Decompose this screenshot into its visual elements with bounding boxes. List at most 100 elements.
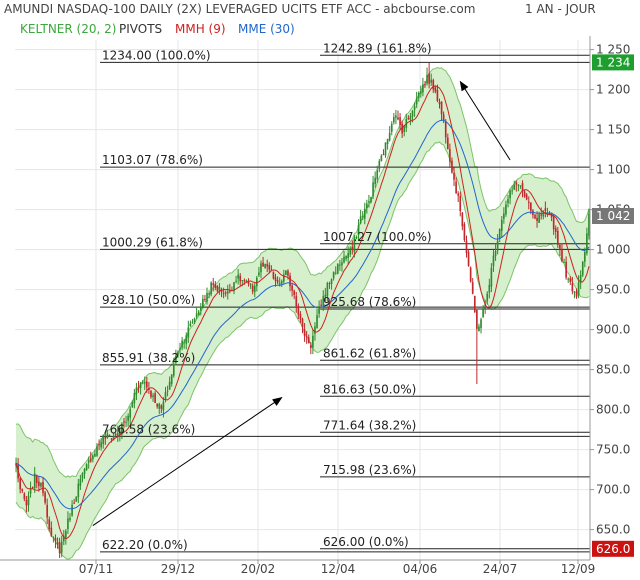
- candle-body: [239, 275, 242, 282]
- candle-body: [226, 291, 229, 294]
- candle-body: [251, 285, 254, 292]
- candle-body: [503, 213, 505, 219]
- fib-label-left: 1234.00 (100.0%): [102, 48, 211, 62]
- candle-body: [424, 84, 426, 86]
- candle-body: [241, 279, 244, 281]
- candle-body: [67, 518, 69, 530]
- moving-averages: [15, 85, 590, 540]
- candle-body: [229, 290, 231, 292]
- candle-body: [108, 435, 111, 437]
- candle-body: [305, 336, 308, 338]
- candle-body: [556, 230, 559, 245]
- candle-body: [280, 280, 283, 284]
- candle-body: [224, 292, 227, 294]
- candle-body: [471, 282, 474, 294]
- legend-keltner[interactable]: KELTNER (20, 2): [20, 22, 116, 36]
- candle-body: [476, 310, 478, 329]
- candle-body: [579, 275, 582, 284]
- low-price-badge-bg: [592, 540, 634, 557]
- trend-arrow: [92, 397, 283, 527]
- candle-body: [183, 341, 186, 343]
- keltner-band: [15, 66, 590, 561]
- trend-arrow: [459, 80, 511, 161]
- candle-body: [544, 208, 547, 211]
- candle-body: [324, 294, 327, 297]
- legend-mmh[interactable]: MMH (9): [175, 22, 226, 36]
- candle-body: [214, 284, 217, 289]
- candle-body: [143, 381, 146, 384]
- candle-body: [175, 356, 177, 363]
- candle-body: [467, 252, 470, 266]
- fib-label-right: 715.98 (23.6%): [323, 463, 416, 477]
- candle-body: [60, 541, 63, 553]
- legend: KELTNER (20, 2) PIVOTS MMH (9) MME (30): [20, 22, 295, 36]
- keltner-upper: [15, 66, 590, 478]
- candle-body: [378, 160, 381, 170]
- candle-body: [92, 455, 94, 460]
- candle-body: [417, 92, 420, 98]
- candle-body: [525, 194, 528, 200]
- y-tick-label: 950.0: [596, 283, 630, 297]
- candle-body: [316, 315, 318, 328]
- period-label: 1 AN - JOUR: [525, 2, 596, 16]
- candle-body: [158, 403, 161, 409]
- candle-body: [243, 280, 246, 282]
- legend-pivots[interactable]: PIVOTS: [119, 22, 162, 36]
- candle-body: [139, 382, 142, 389]
- candle-body: [490, 267, 493, 287]
- candle-body: [459, 195, 462, 212]
- candle-body: [69, 517, 71, 521]
- candle-body: [312, 335, 314, 348]
- candle-body: [318, 306, 320, 314]
- candle-body: [509, 190, 511, 199]
- candle-body: [507, 199, 509, 204]
- candle-body: [561, 249, 563, 262]
- candle-body: [106, 433, 109, 438]
- candle-body: [498, 229, 501, 239]
- fib-label-right: 771.64 (38.2%): [323, 418, 416, 432]
- candle-body: [478, 326, 480, 332]
- candle-body: [199, 307, 202, 311]
- candle-body: [152, 395, 154, 397]
- candle-body: [253, 285, 256, 293]
- candle-body: [212, 283, 215, 286]
- candle-body: [141, 382, 144, 384]
- keltner-fill: [16, 67, 589, 560]
- candle-body: [185, 335, 188, 344]
- candle-body: [220, 289, 223, 293]
- candle-body: [129, 408, 132, 418]
- candle-body: [168, 381, 171, 390]
- candle-body: [442, 114, 445, 121]
- fib-label-right: 816.63 (50.0%): [323, 382, 416, 396]
- candle-body: [210, 282, 212, 294]
- candle-body: [162, 401, 165, 411]
- candle-body: [517, 184, 520, 186]
- candle-body: [449, 149, 451, 162]
- candle-body: [100, 442, 102, 448]
- candle-body: [131, 402, 134, 407]
- candle-body: [110, 438, 113, 440]
- last-price-badge: 1 042: [596, 209, 630, 223]
- candle-body: [164, 392, 167, 400]
- legend-mme[interactable]: MME (30): [238, 22, 295, 36]
- candle-body: [492, 255, 495, 267]
- trend-arrows: [92, 80, 511, 527]
- candle-body: [552, 216, 555, 230]
- axes: 650.0 700.0 750.0 800.0 850.0 900.0 950.0 1 000…: [0, 36, 634, 576]
- candle-body: [463, 224, 466, 240]
- candle-body: [370, 197, 372, 203]
- candle-body: [54, 538, 57, 542]
- fib-label-right: 1242.89 (161.8%): [323, 41, 432, 55]
- candle-body: [172, 364, 175, 376]
- candle-body: [328, 282, 331, 284]
- candle-body: [538, 214, 540, 223]
- fib-label-left: 766.58 (23.6%): [102, 422, 195, 436]
- candle-body: [559, 244, 561, 249]
- candle-body: [231, 289, 233, 291]
- candle-body: [170, 374, 173, 384]
- candle-body: [536, 217, 538, 221]
- candle-body: [121, 423, 123, 433]
- candle-body: [137, 387, 140, 389]
- candle-body: [56, 542, 59, 545]
